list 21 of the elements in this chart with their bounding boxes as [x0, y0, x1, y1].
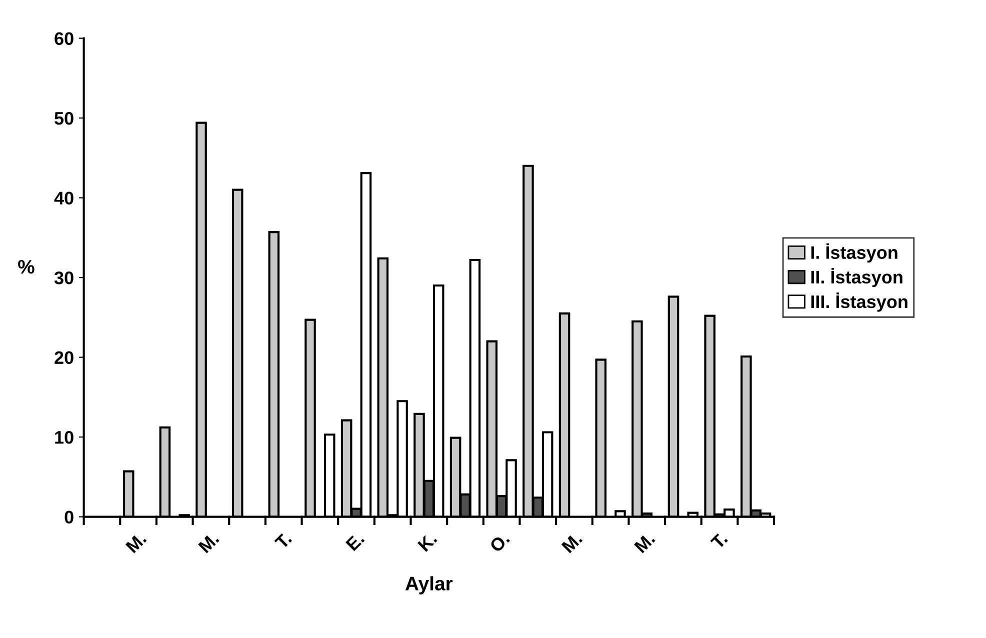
- x-tick-label: M.: [561, 532, 583, 554]
- y-tick-label: 30: [54, 271, 74, 284]
- y-tick-label: 60: [54, 32, 74, 45]
- legend-label: II. İstasyon: [811, 268, 902, 288]
- y-tick-label: 20: [54, 351, 74, 364]
- y-tick-label: 10: [55, 430, 74, 444]
- y-tick-label: 50: [54, 112, 74, 125]
- x-tick-label: T.: [710, 532, 728, 550]
- x-tick-label: E.: [346, 532, 365, 552]
- x-tick-label: M.: [198, 532, 220, 554]
- y-tick-label: 0: [64, 510, 74, 524]
- y-tick-label: 40: [54, 192, 74, 204]
- x-tick-label: M.: [125, 532, 147, 554]
- x-tick-label: T.: [274, 532, 292, 550]
- x-axis-title: Aylar: [405, 576, 453, 594]
- legend-label: III. İstasyon: [811, 292, 908, 312]
- x-tick-label: M.: [634, 532, 656, 554]
- x-tick-label: K.: [417, 532, 438, 552]
- x-tick-label: O.: [488, 532, 510, 553]
- legend-label: I. İstasyon: [811, 243, 898, 263]
- y-axis-title: %: [18, 260, 34, 274]
